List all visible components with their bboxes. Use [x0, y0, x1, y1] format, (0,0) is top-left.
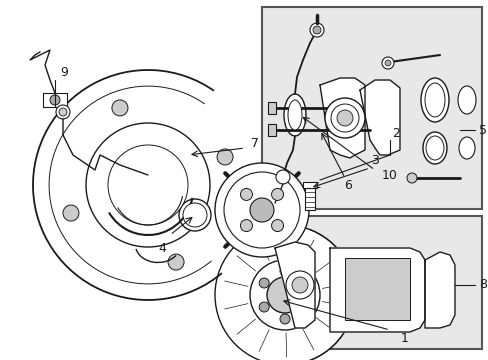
Circle shape [108, 145, 187, 225]
Circle shape [249, 260, 319, 330]
Circle shape [325, 98, 364, 138]
Circle shape [215, 163, 308, 257]
Ellipse shape [284, 94, 305, 136]
Ellipse shape [422, 132, 446, 164]
Bar [267, 102, 275, 114]
Text: 8: 8 [478, 279, 486, 292]
Text: 1: 1 [400, 332, 408, 345]
Ellipse shape [179, 199, 210, 231]
Bar [303, 182, 316, 188]
Circle shape [249, 198, 273, 222]
Circle shape [50, 95, 60, 105]
Circle shape [336, 110, 352, 126]
Polygon shape [359, 80, 399, 155]
Ellipse shape [424, 83, 444, 117]
Bar [261, 216, 481, 349]
Circle shape [300, 278, 310, 288]
Circle shape [112, 100, 128, 116]
Text: 3: 3 [370, 153, 378, 166]
Circle shape [168, 254, 183, 270]
Circle shape [271, 188, 283, 201]
Text: 2: 2 [391, 126, 399, 140]
Circle shape [271, 220, 283, 231]
Polygon shape [274, 242, 314, 328]
Ellipse shape [458, 137, 474, 159]
Bar [261, 7, 481, 209]
Circle shape [280, 266, 289, 276]
Circle shape [56, 105, 70, 119]
Ellipse shape [420, 78, 448, 122]
Text: 6: 6 [344, 179, 351, 192]
Text: 5: 5 [478, 123, 486, 136]
Circle shape [285, 271, 313, 299]
Ellipse shape [425, 136, 443, 160]
Circle shape [224, 172, 299, 248]
Circle shape [86, 123, 209, 247]
Bar [305, 188, 314, 210]
Circle shape [381, 57, 393, 69]
Text: 7: 7 [250, 136, 259, 149]
Text: 10: 10 [381, 168, 397, 181]
Circle shape [309, 23, 324, 37]
Ellipse shape [287, 100, 302, 130]
Circle shape [406, 173, 416, 183]
Circle shape [259, 278, 269, 288]
Text: 9: 9 [60, 66, 68, 78]
Text: 4: 4 [158, 242, 165, 255]
Circle shape [275, 170, 289, 184]
Circle shape [240, 220, 252, 231]
Ellipse shape [183, 203, 206, 227]
Circle shape [266, 277, 303, 313]
Circle shape [215, 225, 354, 360]
Circle shape [240, 188, 252, 201]
Circle shape [280, 314, 289, 324]
Circle shape [63, 205, 79, 221]
Bar [267, 124, 275, 136]
Circle shape [59, 108, 67, 116]
Circle shape [330, 104, 358, 132]
Polygon shape [329, 248, 424, 332]
Circle shape [217, 149, 233, 165]
Circle shape [384, 60, 390, 66]
Circle shape [312, 26, 320, 34]
Circle shape [291, 277, 307, 293]
Ellipse shape [457, 86, 475, 114]
Polygon shape [319, 78, 364, 158]
Circle shape [300, 302, 310, 312]
Bar [43, 93, 67, 107]
Polygon shape [424, 252, 454, 328]
Circle shape [259, 302, 269, 312]
Bar [345, 258, 409, 320]
